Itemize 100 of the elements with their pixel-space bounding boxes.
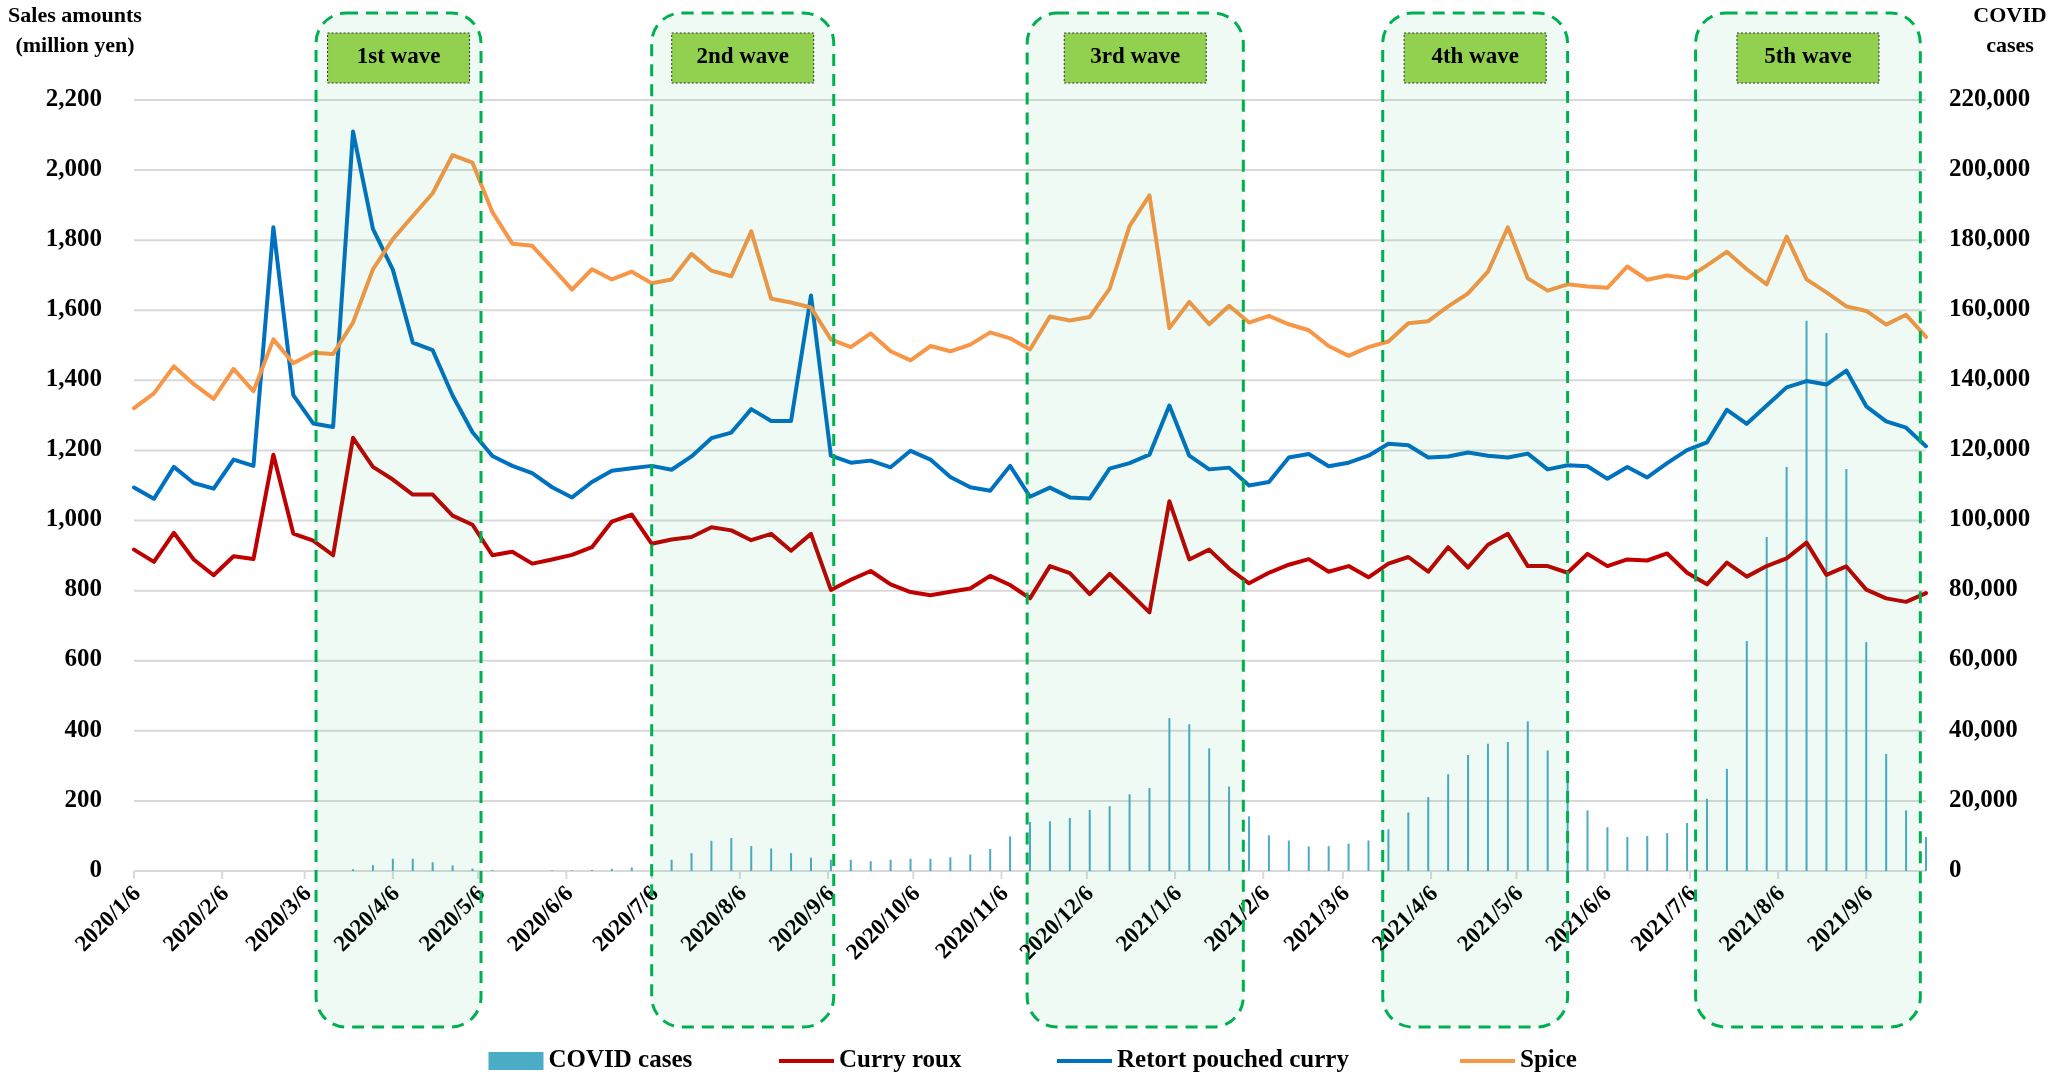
y2-tick-label: 220,000 — [1949, 83, 2031, 111]
bar — [929, 858, 932, 871]
bar — [1765, 537, 1768, 871]
y-tick-label: 200 — [64, 784, 102, 812]
legend-label: Retort pouched curry — [1117, 1044, 1350, 1072]
bar — [1805, 320, 1808, 871]
bar — [1427, 797, 1430, 871]
bar — [1048, 821, 1051, 871]
bar — [1705, 798, 1708, 871]
bar — [1885, 753, 1888, 871]
bar — [1725, 769, 1728, 871]
bar — [909, 858, 912, 871]
bar — [1506, 742, 1509, 871]
bar — [1228, 786, 1231, 871]
bar — [1248, 816, 1251, 871]
bar — [690, 853, 693, 871]
bar — [1267, 835, 1270, 871]
y2-tick-label: 160,000 — [1949, 294, 2031, 322]
bar — [431, 862, 434, 871]
bar — [849, 859, 852, 871]
bar — [1168, 718, 1171, 871]
bar — [790, 853, 793, 871]
band-label: 3rd wave — [1090, 43, 1181, 69]
y-tick-label: 1,600 — [45, 294, 102, 322]
line-series — [132, 129, 1928, 501]
bar — [1566, 781, 1569, 871]
bar — [1646, 835, 1649, 871]
bar — [1208, 748, 1211, 871]
bar — [969, 854, 972, 871]
bar — [1367, 840, 1370, 871]
y2-tick-label: 200,000 — [1949, 153, 2031, 181]
y2-tick-label: 120,000 — [1949, 434, 2031, 462]
bar — [1467, 755, 1470, 871]
y-tick-label: 800 — [64, 574, 102, 602]
bar — [1666, 833, 1669, 871]
bar — [1029, 821, 1031, 871]
bar — [1188, 724, 1191, 871]
bar — [710, 840, 713, 871]
bar — [949, 857, 952, 871]
y2-tick-label: 60,000 — [1949, 644, 2018, 672]
y-tick-label: 1,200 — [45, 434, 102, 462]
band-label: 1st wave — [356, 43, 441, 69]
y2-tick-label: 140,000 — [1949, 364, 2031, 392]
line-series — [132, 435, 1928, 615]
y-axis-title: Sales amounts (million yen) — [8, 2, 143, 57]
bar — [1387, 829, 1390, 871]
bar — [1486, 743, 1489, 871]
bar — [1088, 810, 1091, 871]
y-tick-label: 1,400 — [45, 364, 102, 392]
bar — [1785, 466, 1788, 871]
bar — [411, 858, 414, 871]
bar — [1586, 810, 1589, 871]
y2-tick-label: 180,000 — [1949, 223, 2031, 251]
bar — [809, 857, 812, 871]
bar — [1307, 846, 1310, 871]
bar — [1148, 787, 1151, 871]
bar — [1287, 840, 1290, 871]
band-label: 4th wave — [1431, 43, 1519, 69]
y-tick-label: 2,200 — [45, 83, 102, 111]
bar — [750, 846, 753, 871]
band-label: 5th wave — [1764, 43, 1852, 69]
y-tick-label: 600 — [64, 644, 102, 672]
y2-axis-title: COVID cases — [1973, 2, 2047, 57]
bar — [989, 848, 992, 871]
bar — [1865, 642, 1868, 871]
y-tick-label: 400 — [64, 714, 102, 742]
bar — [1925, 837, 1927, 871]
y2-tick-label: 40,000 — [1949, 714, 2018, 742]
bar — [1745, 641, 1748, 871]
bar — [730, 838, 733, 871]
bar — [1327, 846, 1330, 871]
bar — [610, 868, 613, 871]
line-series — [132, 153, 1928, 411]
bar — [829, 859, 832, 871]
bar — [770, 848, 773, 871]
bar — [1347, 843, 1350, 871]
bar — [451, 865, 454, 871]
bar — [1845, 469, 1848, 871]
bar — [1009, 836, 1012, 871]
y2-tick-label: 80,000 — [1949, 574, 2018, 602]
y-tick-label: 2,000 — [45, 153, 102, 181]
legend-label: Spice — [1520, 1044, 1577, 1072]
bar — [1626, 837, 1629, 871]
bar — [1108, 806, 1111, 871]
bar — [371, 865, 374, 871]
bar — [391, 858, 394, 871]
bar — [889, 859, 892, 871]
y-tick-label: 1,000 — [45, 504, 102, 532]
bar — [650, 863, 653, 871]
y2-tick-label: 20,000 — [1949, 784, 2018, 812]
bar — [869, 861, 872, 871]
bar — [630, 867, 633, 871]
bar — [1447, 774, 1450, 871]
legend-label: Curry roux — [839, 1044, 962, 1072]
bar — [1068, 818, 1071, 871]
bar — [1905, 810, 1908, 871]
y-tick-label: 1,800 — [45, 223, 102, 251]
bar — [1407, 812, 1410, 871]
bar — [1606, 827, 1609, 871]
legend-label: COVID cases — [548, 1044, 693, 1072]
